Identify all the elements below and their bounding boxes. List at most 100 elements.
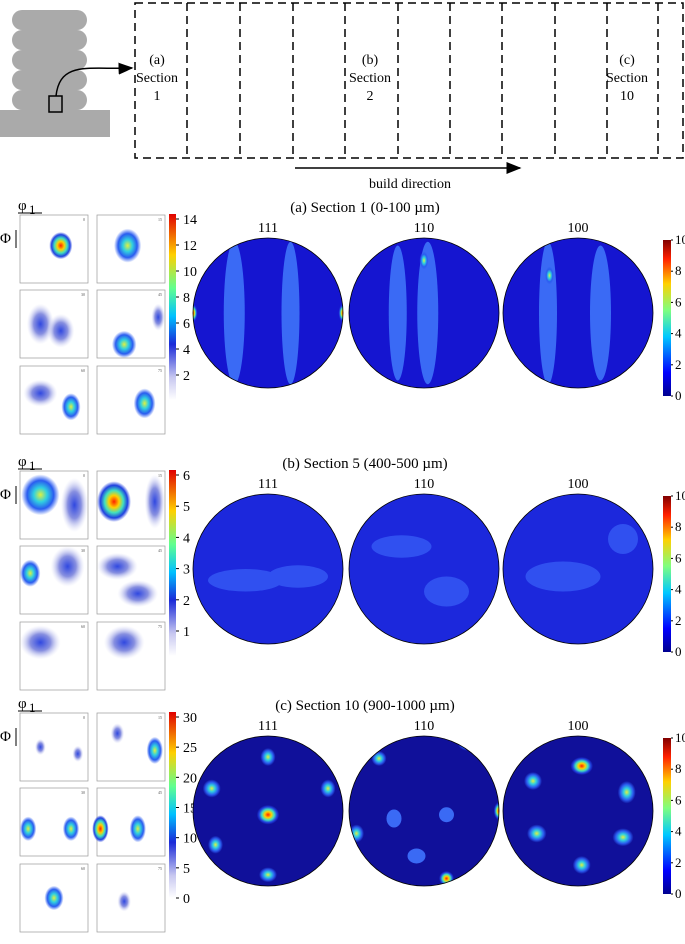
pole-figure-label: 110 <box>414 477 434 492</box>
odf-colorbar-label: 25 <box>183 741 197 756</box>
pole-figure <box>503 494 653 644</box>
section-letter: (c) <box>619 53 635 68</box>
pf-colorbar-label: 2 <box>675 855 682 870</box>
odf-colorbar-label: 5 <box>183 500 190 515</box>
odf-label: 75 <box>158 624 162 629</box>
odf-section: 45 <box>92 787 166 857</box>
odf-colorbar-label: 12 <box>183 239 197 254</box>
panel-title: (a) Section 1 (0-100 µm) <box>290 200 439 216</box>
odf-label: 60 <box>81 368 85 373</box>
odf-section: 45 <box>96 545 166 615</box>
odf-label: 45 <box>158 292 162 297</box>
pole-figure <box>503 238 653 388</box>
pole-figure-outline <box>192 493 344 645</box>
odf-label: 15 <box>158 217 162 222</box>
odf-colorbar-label: 3 <box>183 563 190 578</box>
pole-figure-contour <box>223 241 245 385</box>
odf-contour <box>110 723 125 744</box>
pole-figure-contour <box>407 848 426 864</box>
section-name: Section <box>349 71 391 86</box>
pole-figure-contour <box>545 266 554 285</box>
odf-contour <box>61 393 81 421</box>
pole-figure-bg <box>349 736 499 886</box>
odf-colorbar-label: 6 <box>183 317 190 332</box>
pole-figure-contour <box>349 824 364 843</box>
pole-figure-contour <box>457 736 481 751</box>
odf-contour <box>44 885 64 911</box>
pf-colorbar-label: 0 <box>675 644 682 659</box>
pole-figure-outline <box>348 237 500 389</box>
pole-figure <box>349 238 499 388</box>
pole-figure-contour <box>371 751 387 766</box>
odf-contour <box>146 736 163 765</box>
odf-section: 30 <box>19 545 89 615</box>
odf-section: 0 <box>19 470 89 540</box>
odf-contour <box>20 559 41 587</box>
pole-figure-contour <box>371 535 432 558</box>
odf-label: 0 <box>83 217 85 222</box>
Phi-label: Φ <box>0 487 11 503</box>
odf-colorbar-label: 0 <box>183 892 190 907</box>
pf-colorbar-label: 6 <box>675 550 682 565</box>
odf-section: 0 <box>19 712 89 782</box>
odf-contour <box>129 815 146 843</box>
pf-colorbar-label: 0 <box>675 388 682 403</box>
pole-figure-contour <box>256 805 280 825</box>
odf-contour <box>60 477 88 533</box>
pole-figure-contour <box>524 772 542 790</box>
pole-figure-contour <box>208 569 283 592</box>
pole-figure-label: 100 <box>568 221 589 236</box>
pole-figure-contour <box>572 856 591 874</box>
pf-colorbar-label: 10 <box>675 232 685 247</box>
section-boxes <box>134 2 684 159</box>
pole-figure-contour <box>417 241 439 385</box>
build-direction: build direction <box>369 177 451 192</box>
odf-contour <box>20 816 37 842</box>
odf-contour <box>97 552 138 581</box>
odf-colorbar <box>169 712 176 898</box>
pole-figure-contour <box>590 245 611 381</box>
odf-label: 30 <box>81 790 85 795</box>
pole-figure-contour <box>208 835 223 854</box>
pole-figure-contour <box>193 304 198 322</box>
pole-figure-outline <box>502 493 654 645</box>
section-number: 1 <box>154 89 161 104</box>
odf-label: 45 <box>158 790 162 795</box>
pf-colorbar-label: 8 <box>675 761 682 776</box>
pole-figure-contour <box>386 809 402 828</box>
odf-colorbar-label: 1 <box>183 625 190 640</box>
pole-figure <box>193 736 343 886</box>
section-number: 2 <box>367 89 374 104</box>
odf-label: 75 <box>158 866 162 871</box>
odf-label: 60 <box>81 866 85 871</box>
odf-contour <box>117 580 159 608</box>
odf-colorbar-label: 30 <box>183 711 197 726</box>
pole-figure-label: 111 <box>258 719 278 734</box>
pole-figure-contour <box>527 824 547 843</box>
pole-figure-contour <box>338 304 343 322</box>
pf-colorbar-label: 10 <box>675 730 685 745</box>
pf-colorbar <box>663 496 671 652</box>
pf-colorbar-label: 2 <box>675 613 682 628</box>
pole-figure-contour <box>388 245 407 381</box>
odf-label: 60 <box>81 624 85 629</box>
pole-figure-outline <box>192 237 344 389</box>
pole-figure-contour <box>259 867 277 883</box>
pf-colorbar-label: 4 <box>675 326 682 341</box>
odf-contour <box>62 816 80 842</box>
odf-contour <box>151 303 165 331</box>
pole-figure-label: 111 <box>258 221 278 236</box>
pole-figure <box>349 736 499 886</box>
phi1-label: φ <box>18 454 27 470</box>
odf-contour <box>103 625 145 660</box>
odf-section: 75 <box>96 365 166 435</box>
odf-colorbar <box>169 470 176 656</box>
odf-label: 30 <box>81 548 85 553</box>
odf-section: 60 <box>19 863 89 933</box>
phi1-subscript: 1 <box>29 700 36 715</box>
odf-contour <box>23 379 58 407</box>
pf-colorbar <box>663 240 671 396</box>
pf-colorbar-label: 2 <box>675 357 682 372</box>
odf-colorbar-label: 2 <box>183 369 190 384</box>
